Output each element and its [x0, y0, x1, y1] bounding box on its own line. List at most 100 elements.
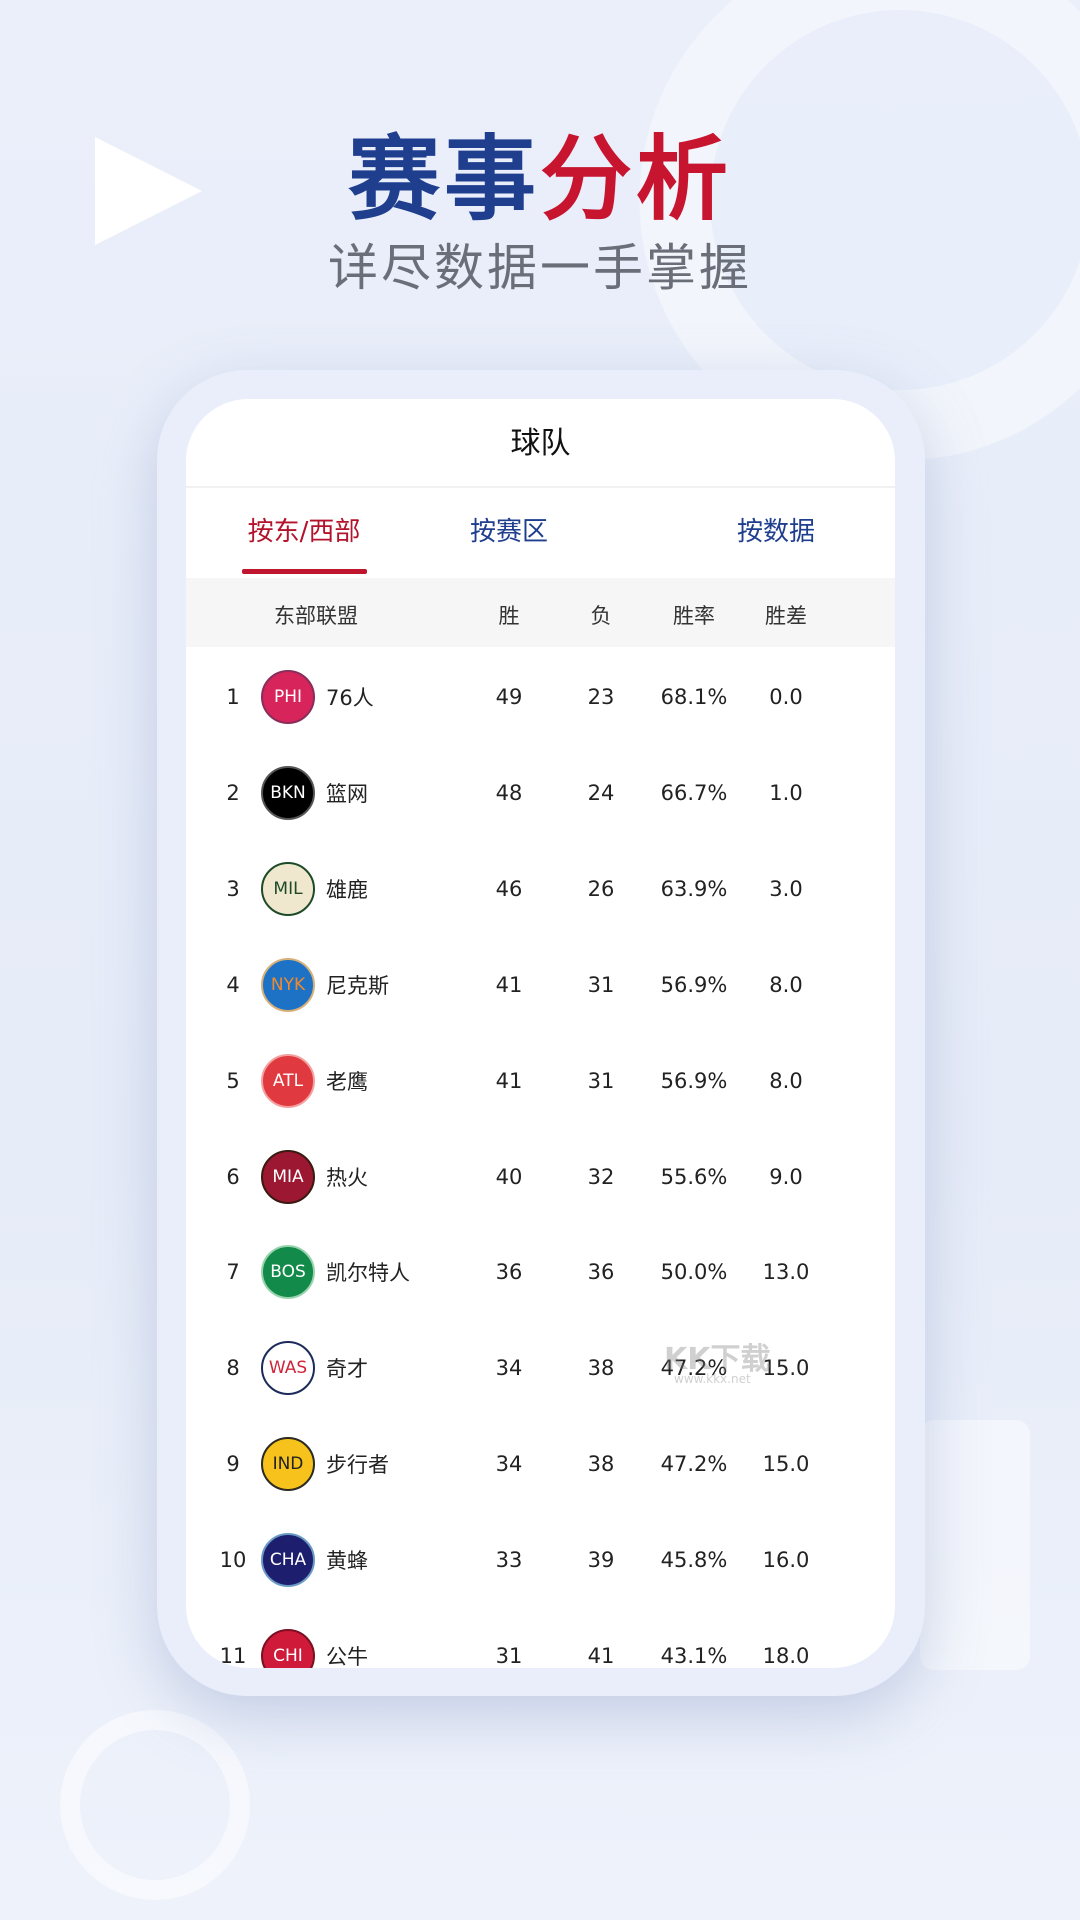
team-logo-icon: MIL [261, 861, 315, 916]
col-wins: 胜 [498, 604, 520, 628]
losses: 38 [587, 1452, 615, 1477]
team-name[interactable]: 76人 [326, 686, 374, 710]
losses: 24 [587, 780, 615, 805]
wins: 33 [495, 1548, 523, 1573]
games-behind: 9.0 [769, 1164, 803, 1189]
rank: 10 [219, 1548, 247, 1573]
watermark: KK下载 [664, 1342, 771, 1377]
games-behind: 16.0 [762, 1548, 810, 1573]
losses: 36 [587, 1260, 615, 1285]
title-part-red: 分析 [540, 126, 733, 233]
team-name[interactable]: 凯尔特人 [326, 1261, 410, 1286]
team-logo-icon: CHI [261, 1629, 315, 1668]
losses: 26 [587, 876, 615, 901]
losses: 31 [587, 972, 615, 997]
rank: 4 [226, 972, 240, 997]
banner-subtitle: 详尽数据一手掌握 [328, 239, 752, 297]
table-row[interactable]: 6 MIA 热火 40 32 55.6% 9.0 [186, 1129, 895, 1225]
title-part-blue: 赛事 [347, 126, 540, 233]
win-pct: 55.6% [660, 1164, 728, 1189]
col-games-behind: 胜差 [765, 604, 807, 628]
team-name[interactable]: 尼克斯 [326, 973, 389, 998]
rank: 11 [219, 1644, 247, 1668]
wins: 41 [495, 972, 523, 997]
rank: 5 [226, 1068, 240, 1093]
games-behind: 13.0 [762, 1260, 810, 1285]
table-row[interactable]: 4 NYK 尼克斯 41 31 56.9% 8.0 [186, 937, 895, 1033]
wins: 31 [495, 1644, 523, 1668]
rank: 6 [226, 1164, 240, 1189]
win-pct: 63.9% [660, 876, 728, 901]
watermark-url: www.kkx.net [674, 1372, 751, 1386]
team-name[interactable]: 篮网 [326, 781, 368, 806]
losses: 23 [587, 685, 615, 709]
team-name[interactable]: 黄蜂 [326, 1549, 368, 1574]
wins: 48 [495, 780, 523, 805]
table-row[interactable]: 2 BKN 篮网 48 24 66.7% 1.0 [186, 745, 895, 841]
play-triangle-icon [95, 137, 202, 245]
col-losses: 负 [590, 604, 612, 628]
rank: 1 [226, 685, 240, 709]
tab-by-stats[interactable]: 按数据 [736, 517, 816, 547]
table-row[interactable]: 7 BOS 凯尔特人 36 36 50.0% 13.0 [186, 1224, 895, 1320]
team-logo-icon: MIA [261, 1149, 315, 1204]
win-pct: 43.1% [660, 1644, 728, 1668]
team-logo-icon: BOS [261, 1245, 315, 1300]
wins: 41 [495, 1068, 523, 1093]
tab-east-west[interactable]: 按东/西部 [247, 517, 361, 547]
rank: 8 [226, 1356, 240, 1381]
losses: 38 [587, 1356, 615, 1381]
table-row[interactable]: 8 WAS 奇才 34 38 47.2% 15.0 [186, 1320, 895, 1416]
rank: 7 [226, 1260, 240, 1285]
losses: 41 [587, 1644, 615, 1668]
games-behind: 8.0 [769, 972, 803, 997]
basketball-decoration [60, 1710, 250, 1900]
losses: 32 [587, 1164, 615, 1189]
games-behind: 1.0 [769, 780, 803, 805]
team-name[interactable]: 奇才 [326, 1357, 368, 1382]
win-pct: 47.2% [660, 1356, 728, 1381]
win-pct: 47.2% [660, 1452, 728, 1477]
nba-logo-decoration [920, 1420, 1030, 1670]
table-row[interactable]: 1 PHI 76人 49 23 68.1% 0.0 [186, 649, 895, 745]
team-logo-icon: CHA [261, 1533, 315, 1588]
games-behind: 15.0 [762, 1356, 810, 1381]
banner-title: 赛事分析 [0, 105, 1080, 238]
team-logo-icon: BKN [261, 765, 315, 820]
games-behind: 0.0 [769, 685, 803, 709]
win-pct: 56.9% [660, 1068, 728, 1093]
rank: 3 [226, 876, 240, 901]
team-name[interactable]: 雄鹿 [326, 877, 368, 902]
table-header: 东部联盟 胜 负 胜率 胜差 [186, 578, 895, 647]
team-name[interactable]: 公牛 [326, 1645, 368, 1668]
win-pct: 45.8% [660, 1548, 728, 1573]
wins: 34 [495, 1356, 523, 1381]
team-logo-icon: NYK [261, 957, 315, 1012]
wins: 34 [495, 1452, 523, 1477]
wins: 40 [495, 1164, 523, 1189]
losses: 39 [587, 1548, 615, 1573]
win-pct: 56.9% [660, 972, 728, 997]
table-row[interactable]: 10 CHA 黄蜂 33 39 45.8% 16.0 [186, 1512, 895, 1608]
table-row[interactable]: 9 IND 步行者 34 38 47.2% 15.0 [186, 1416, 895, 1512]
team-name[interactable]: 老鹰 [326, 1069, 368, 1094]
table-row[interactable]: 11 CHI 公牛 31 41 43.1% 18.0 [186, 1608, 895, 1668]
team-name[interactable]: 步行者 [326, 1453, 389, 1478]
wins: 36 [495, 1260, 523, 1285]
team-logo-icon: IND [261, 1437, 315, 1492]
col-conference: 东部联盟 [274, 604, 358, 628]
phone-screen: 球队 按东/西部 按赛区 按数据 东部联盟 胜 负 胜率 胜差 1 PHI 76人 4… [186, 399, 895, 1668]
wins: 49 [495, 685, 523, 709]
win-pct: 50.0% [660, 1260, 728, 1285]
team-name[interactable]: 热火 [326, 1165, 368, 1190]
team-logo-icon: WAS [261, 1341, 315, 1396]
rank: 2 [226, 780, 240, 805]
table-row[interactable]: 3 MIL 雄鹿 46 26 63.9% 3.0 [186, 841, 895, 937]
active-tab-indicator [242, 569, 367, 574]
table-row[interactable]: 5 ATL 老鹰 41 31 56.9% 8.0 [186, 1033, 895, 1129]
win-pct: 66.7% [660, 780, 728, 805]
games-behind: 15.0 [762, 1452, 810, 1477]
games-behind: 3.0 [769, 876, 803, 901]
win-pct: 68.1% [660, 685, 728, 709]
tab-division[interactable]: 按赛区 [469, 517, 549, 547]
